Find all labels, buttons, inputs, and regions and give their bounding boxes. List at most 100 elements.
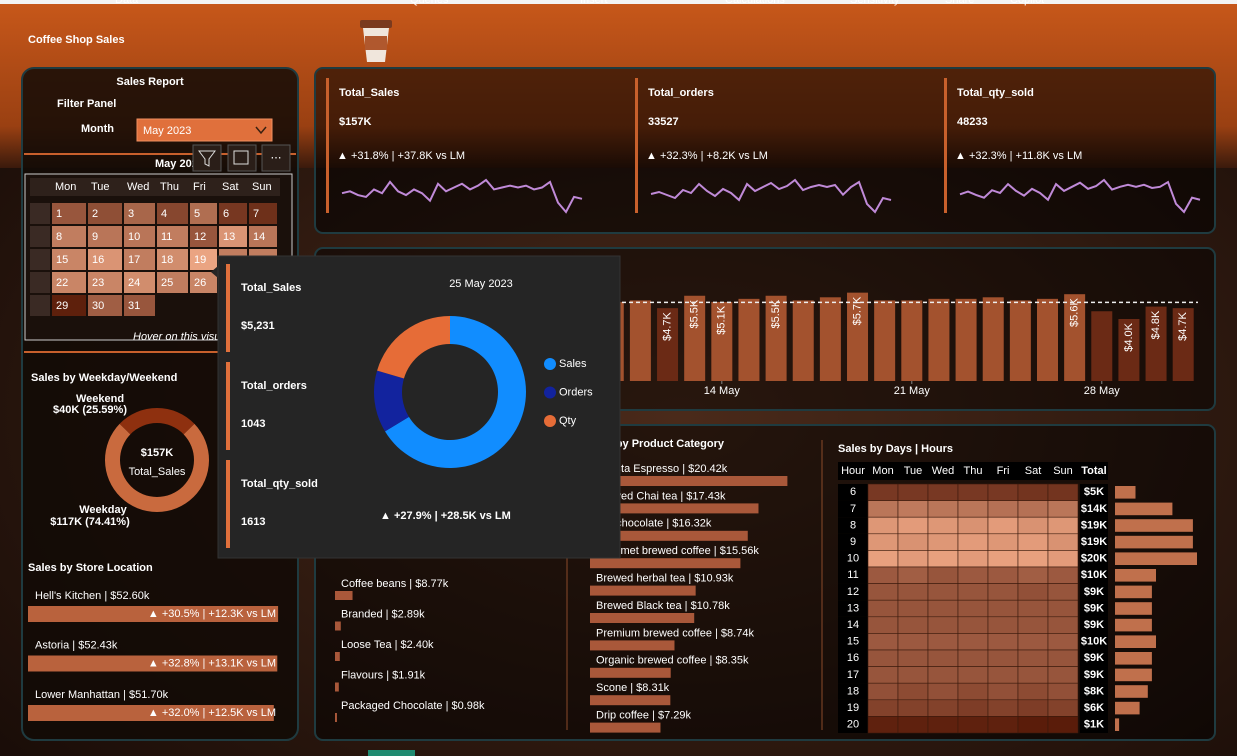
heatmap-cell xyxy=(1017,550,1049,568)
daily-bar xyxy=(657,308,679,381)
heatmap-header-label: Mon xyxy=(872,465,893,477)
chart-title: Sales by Weekday/Weekend xyxy=(31,372,177,384)
store-delta: ▲ +32.0% | +12.5K vs LM xyxy=(148,707,276,719)
calendar-day-cell[interactable] xyxy=(88,272,122,293)
segment-label: $117K (74.41%) xyxy=(50,516,130,528)
daily-bar xyxy=(792,300,814,381)
category-bar xyxy=(590,558,741,569)
category-label: Flavours | $1.91k xyxy=(341,669,426,681)
total-label: $14K xyxy=(1081,503,1107,515)
calendar-day: 8 xyxy=(56,231,62,243)
hour-cell xyxy=(838,533,868,551)
calendar-day-cell[interactable] xyxy=(52,272,86,293)
heatmap-header-label: Wed xyxy=(932,465,954,477)
calendar-day-cell[interactable] xyxy=(157,272,188,293)
heatmap-cell xyxy=(867,666,899,684)
calendar-day: 30 xyxy=(92,300,104,312)
total-cell xyxy=(1080,600,1108,617)
heatmap-cell xyxy=(957,500,989,518)
hour-cell xyxy=(838,716,868,733)
heatmap-cell xyxy=(897,666,929,684)
tooltip-date: 25 May 2023 xyxy=(449,278,513,290)
heatmap-cell xyxy=(927,599,959,618)
calendar-day-cell[interactable] xyxy=(124,295,155,316)
heatmap-cell xyxy=(1017,533,1049,551)
heatmap-cell xyxy=(957,633,989,651)
hour-label: 9 xyxy=(850,536,856,548)
calendar-day: 29 xyxy=(56,300,68,312)
kpi-label: Total_orders xyxy=(648,87,714,99)
calendar-day-cell[interactable] xyxy=(249,226,277,247)
daily-bar xyxy=(1037,298,1058,381)
tooltip xyxy=(217,255,621,559)
heatmap-header-label: Hour xyxy=(841,465,865,477)
heatmap-cell xyxy=(897,699,929,717)
hour-cell xyxy=(838,616,868,634)
calendar-day-cell[interactable] xyxy=(124,249,155,270)
calendar-day-cell[interactable] xyxy=(88,295,122,316)
calendar-day-cell[interactable] xyxy=(124,272,155,293)
category-bar xyxy=(590,503,759,514)
calendar-day-cell[interactable] xyxy=(52,226,86,247)
calendar-day-cell[interactable] xyxy=(52,295,86,316)
visual-icon[interactable] xyxy=(192,144,222,172)
menu-item: Queries xyxy=(410,0,449,6)
calendar-day: 10 xyxy=(128,231,140,243)
calendar-day-cell[interactable] xyxy=(88,249,122,270)
chart-title: Sales by Store Location xyxy=(28,562,153,574)
x-tick-label: 28 May xyxy=(1084,385,1121,397)
calendar-day-cell[interactable] xyxy=(219,203,247,224)
total-bar xyxy=(1115,552,1197,565)
panel-title: Sales Report xyxy=(116,76,184,88)
hour-cell xyxy=(838,699,868,717)
heatmap-cell xyxy=(927,516,959,535)
calendar-day-cell[interactable] xyxy=(157,249,188,270)
calendar-day-cell[interactable] xyxy=(157,226,188,247)
calendar-day: 11 xyxy=(161,231,172,243)
calendar-day-cell[interactable] xyxy=(190,249,217,270)
calendar-day-cell[interactable] xyxy=(88,203,122,224)
calendar-day-cell[interactable] xyxy=(249,203,277,224)
calendar-day-cell[interactable] xyxy=(190,272,217,293)
heatmap-cell xyxy=(1017,583,1049,601)
legend-label: Sales xyxy=(559,358,587,370)
heatmap-header-label: Tue xyxy=(904,465,923,477)
daily-bar xyxy=(847,292,869,381)
calendar-day-cell[interactable] xyxy=(52,203,86,224)
category-label: Coffee beans | $8.77k xyxy=(341,578,449,590)
category-label: Packaged Chocolate | $0.98k xyxy=(341,700,485,712)
daily-bar xyxy=(629,300,651,381)
heatmap-cell xyxy=(957,666,989,684)
calendar-day-cell[interactable] xyxy=(190,203,217,224)
store-label: Lower Manhattan | $51.70k xyxy=(35,689,169,701)
calendar-day-cell[interactable] xyxy=(88,226,122,247)
calendar-day-cell[interactable] xyxy=(219,226,247,247)
kpi-sparkline xyxy=(341,178,583,214)
calendar-day: 16 xyxy=(92,254,104,266)
total-bar xyxy=(1115,519,1193,532)
visual-icon[interactable] xyxy=(261,144,291,172)
category-label: Brewed Chai tea | $17.43k xyxy=(596,490,726,502)
heatmap-header-label: Fri xyxy=(997,465,1010,477)
calendar-day-cell[interactable] xyxy=(157,203,188,224)
total-cell xyxy=(1080,650,1108,667)
total-bar xyxy=(1115,502,1173,516)
heatmap-cell xyxy=(1047,633,1079,651)
daily-bar xyxy=(738,298,760,381)
kpi-delta: ▲ +32.3% | +8.2K vs LM xyxy=(646,150,768,162)
hour-label: 6 xyxy=(850,486,856,498)
heatmap-cell xyxy=(987,500,1019,518)
visual-icon[interactable] xyxy=(227,144,257,172)
month-dropdown[interactable] xyxy=(136,118,273,142)
heatmap-cell xyxy=(1017,649,1049,667)
heatmap-cell xyxy=(927,716,959,734)
calendar-day-cell[interactable] xyxy=(124,226,155,247)
calendar-day-cell[interactable] xyxy=(190,226,217,247)
month-label: Month xyxy=(81,123,114,135)
heatmap-cell xyxy=(927,550,959,568)
heatmap-cell xyxy=(897,533,929,551)
daily-bar xyxy=(1172,308,1194,381)
heatmap-cell xyxy=(927,500,959,518)
calendar-day-cell[interactable] xyxy=(52,249,86,270)
calendar-day-cell[interactable] xyxy=(124,203,155,224)
